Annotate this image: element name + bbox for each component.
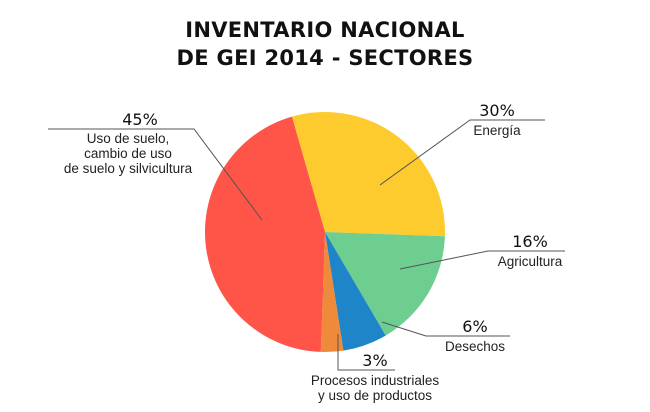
leader-line-uso-suelo xyxy=(48,128,263,221)
slice-percent-label-desechos: 6% xyxy=(462,317,487,336)
chart-title-line-1: INVENTARIO NACIONAL xyxy=(185,18,465,42)
slice-category-label-uso-suelo: cambio de uso xyxy=(84,146,172,161)
slice-category-label-desechos: Desechos xyxy=(445,339,505,354)
pie-slice-agricultura xyxy=(325,232,445,336)
slice-percent-label-agricultura: 16% xyxy=(512,232,548,251)
pie-slice-uso-suelo xyxy=(204,116,325,352)
leader-line-energia xyxy=(379,119,545,186)
slice-category-label-energia: Energía xyxy=(473,123,521,138)
leader-line-agricultura xyxy=(399,250,565,270)
slice-category-label-uso-suelo: de suelo y silvicultura xyxy=(64,161,193,176)
slice-category-label-agricultura: Agricultura xyxy=(498,254,563,269)
slice-category-label-procesos: y uso de productos xyxy=(318,388,432,403)
leader-line-procesos xyxy=(337,334,395,371)
slice-percent-label-uso-suelo: 45% xyxy=(122,110,158,129)
pie-slice-desechos xyxy=(325,232,386,351)
chart-title-line-2: DE GEI 2014 - SECTORES xyxy=(176,46,474,70)
slice-category-label-uso-suelo: Uso de suelo, xyxy=(87,131,170,146)
pie-slice-procesos xyxy=(320,232,344,353)
pie-slice-energia xyxy=(291,111,446,237)
slice-percent-label-procesos: 3% xyxy=(362,351,387,370)
leader-line-desechos xyxy=(381,321,510,337)
slice-category-label-procesos: Procesos industriales xyxy=(311,373,440,388)
slice-percent-label-energia: 30% xyxy=(479,101,515,120)
